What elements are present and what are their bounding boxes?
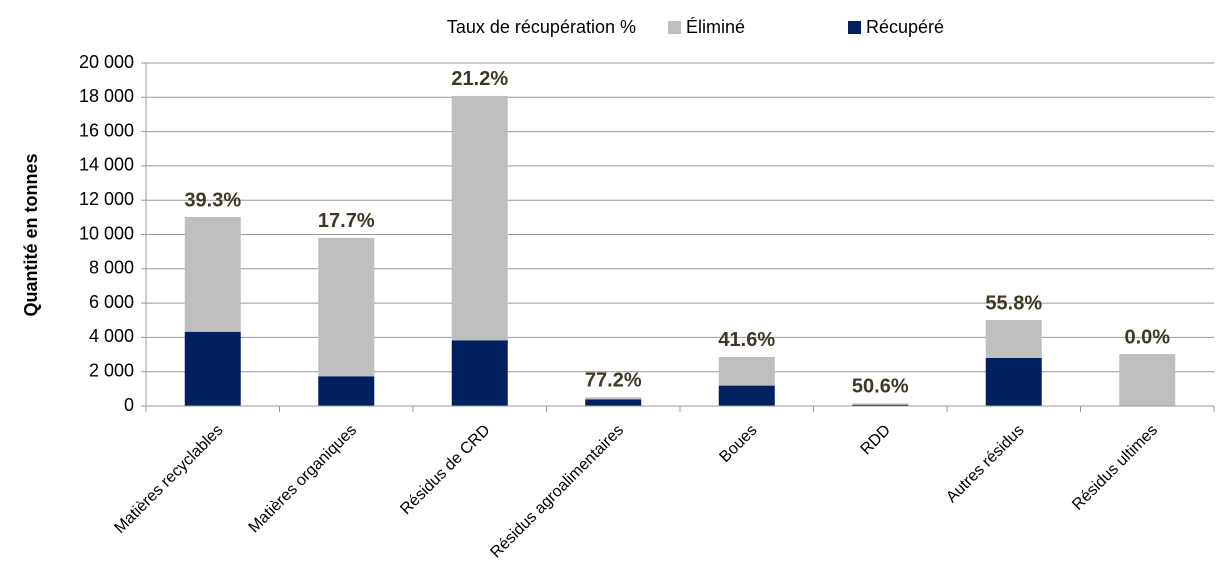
bar-segment xyxy=(852,404,909,406)
x-tick-label: Résidus agroalimentaires xyxy=(487,422,627,562)
y-tick-label: 14 000 xyxy=(79,155,134,175)
y-axis-label: Quantité en tonnes xyxy=(21,153,41,316)
bar-segment xyxy=(184,217,241,332)
rate-label: 77.2% xyxy=(585,370,642,392)
bar-segment xyxy=(718,385,775,406)
y-tick-label: 0 xyxy=(124,395,134,415)
x-tick-label: Matières recyclables xyxy=(111,422,226,537)
y-tick-label: 4 000 xyxy=(89,326,134,346)
rate-label: 39.3% xyxy=(184,189,241,211)
y-tick-label: 12 000 xyxy=(79,189,134,209)
y-tick-label: 20 000 xyxy=(79,52,134,72)
rate-label: 41.6% xyxy=(718,329,775,351)
y-tick-label: 16 000 xyxy=(79,120,134,140)
bar-segment xyxy=(585,399,642,406)
rate-label: 50.6% xyxy=(852,376,909,398)
y-tick-label: 18 000 xyxy=(79,86,134,106)
bar-segment xyxy=(985,357,1042,406)
x-tick-label: Autres résidus xyxy=(943,422,1027,506)
x-tick-label: Résidus ultimes xyxy=(1069,422,1161,514)
bar-segment xyxy=(451,340,508,406)
bar-segment xyxy=(718,356,775,386)
bar-segment xyxy=(852,403,909,405)
bar-segment xyxy=(318,376,375,406)
legend-swatch xyxy=(848,21,861,34)
y-tick-label: 8 000 xyxy=(89,258,134,278)
rate-label: 21.2% xyxy=(451,68,508,90)
bar-segment xyxy=(1119,354,1176,406)
rate-label: 17.7% xyxy=(318,210,375,232)
x-tick-label: Résidus de CRD xyxy=(397,422,493,518)
x-tick-label: RDD xyxy=(858,422,895,459)
rate-label: 0.0% xyxy=(1124,326,1170,348)
legend-label: Récupéré xyxy=(866,17,944,37)
rate-label: 55.8% xyxy=(985,292,1042,314)
x-tick-label: Matières organiques xyxy=(246,422,361,537)
legend-label: Éliminé xyxy=(686,17,745,37)
bar-segment xyxy=(451,95,508,341)
bar-segment xyxy=(184,331,241,406)
legend-label: Taux de récupération % xyxy=(447,17,636,37)
legend-swatch xyxy=(668,21,681,34)
y-tick-label: 6 000 xyxy=(89,292,134,312)
bar-segment xyxy=(985,319,1042,358)
y-tick-label: 2 000 xyxy=(89,360,134,380)
y-tick-label: 10 000 xyxy=(79,223,134,243)
bar-segment xyxy=(585,397,642,400)
bar-segment xyxy=(318,237,375,377)
x-tick-label: Boues xyxy=(716,422,760,466)
